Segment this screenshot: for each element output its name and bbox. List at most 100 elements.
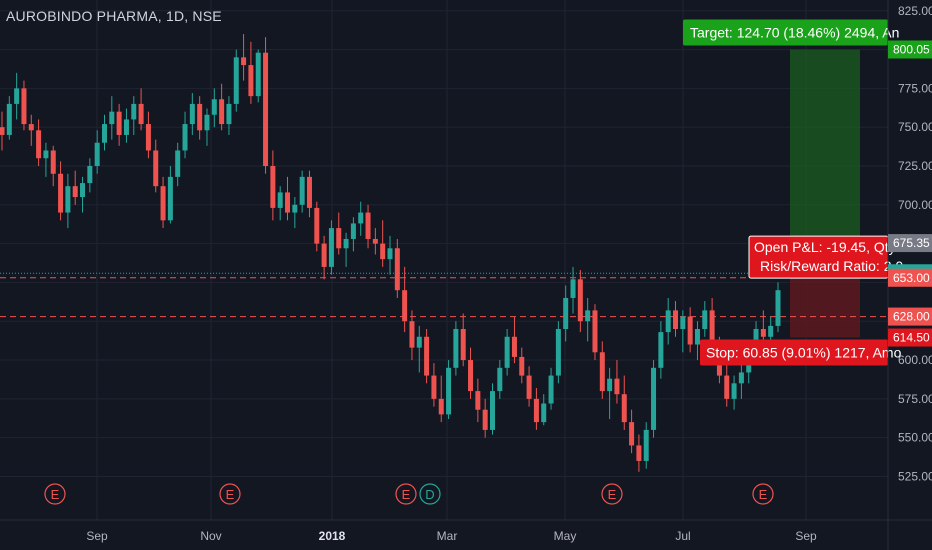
price-tag[interactable]: 614.50: [888, 328, 932, 347]
candle-body: [28, 124, 34, 131]
candle-body: [263, 52, 269, 166]
candle-body: [336, 228, 342, 249]
event-marker[interactable]: E: [601, 483, 623, 505]
event-marker-circle: [395, 483, 417, 505]
candle-body: [270, 166, 276, 208]
target-zone: [790, 49, 860, 244]
event-marker[interactable]: E: [395, 483, 417, 505]
event-marker[interactable]: E: [44, 483, 66, 505]
candle-body: [519, 356, 525, 376]
price-tag[interactable]: 675.35: [888, 234, 932, 253]
candle-body: [0, 127, 5, 135]
candle-body: [43, 150, 49, 159]
candle-body: [687, 316, 693, 345]
target-label-text: Target: 124.70 (18.46%) 2494, An: [690, 24, 899, 40]
candle-body: [153, 150, 159, 187]
candle-body: [621, 394, 627, 423]
candle-body: [424, 336, 430, 376]
candle-body: [123, 119, 129, 135]
candle-body: [328, 228, 334, 267]
candle-body: [321, 243, 327, 267]
target-label: Target: 124.70 (18.46%) 2494, An: [683, 19, 899, 46]
x-tick-label: Mar: [437, 529, 458, 543]
candle-body: [497, 367, 503, 392]
x-tick-label: Sep: [795, 529, 817, 543]
candle-body: [607, 378, 613, 392]
y-tick-label: 775.00: [898, 81, 932, 95]
y-tick-label: 750.00: [898, 120, 932, 134]
candle-body: [306, 176, 312, 208]
candle-body: [80, 183, 86, 198]
pnl-line-1: Open P&L: -19.45, Qty:: [754, 239, 900, 255]
event-marker-label: E: [608, 487, 617, 502]
pnl-label: Open P&L: -19.45, Qty: Risk/Reward Ratio:…: [748, 235, 903, 279]
candle-body: [416, 336, 422, 348]
candle-body: [577, 279, 583, 322]
candle-body: [285, 192, 291, 213]
candle-body: [101, 124, 107, 143]
candle-body: [248, 65, 254, 97]
event-marker[interactable]: D: [419, 483, 441, 505]
candle-body: [702, 310, 708, 329]
price-axis[interactable]: 525.00550.00575.00600.00625.00650.00675.…: [887, 0, 932, 550]
candle-body: [460, 329, 466, 361]
candle-body: [219, 99, 225, 125]
candle-body: [14, 88, 20, 104]
candle-body: [131, 103, 137, 120]
price-tag-box: [888, 40, 932, 59]
price-tag[interactable]: 628.00: [888, 307, 932, 326]
candle-body: [468, 360, 474, 392]
time-axis[interactable]: Sep Nov 2018 Mar May Jul Sep: [0, 519, 932, 543]
candle-body: [438, 398, 444, 415]
event-marker[interactable]: E: [219, 483, 241, 505]
stop-label: Stop: 60.85 (9.01%) 1217, Amo: [700, 339, 902, 366]
event-marker-label: E: [51, 487, 60, 502]
candle-body: [614, 378, 620, 395]
candle-body: [482, 409, 488, 430]
candle-body: [21, 88, 27, 125]
candle-body: [175, 150, 181, 177]
candle-body: [372, 238, 378, 244]
event-marker[interactable]: E: [752, 483, 774, 505]
candle-body: [50, 150, 56, 174]
price-tag-label: 675.35: [893, 236, 930, 250]
candle-body: [6, 103, 12, 135]
price-tag-label: 653.00: [893, 271, 930, 285]
candle-body: [446, 367, 452, 415]
x-tick-label: 2018: [319, 529, 346, 543]
candle-body: [658, 332, 664, 368]
price-tag-box: [888, 307, 932, 326]
candle-body: [394, 248, 400, 291]
price-tag[interactable]: 653.00: [888, 268, 932, 287]
candle-body: [694, 329, 700, 345]
candle-body: [358, 212, 364, 224]
candle-body: [599, 352, 605, 392]
candle-body: [585, 310, 591, 322]
candle-body: [511, 336, 517, 357]
candle-body: [760, 329, 766, 337]
candle-body: [167, 176, 173, 221]
candle-body: [489, 391, 495, 430]
candles: [0, 34, 781, 472]
candle-body: [724, 375, 730, 399]
candle-body: [738, 372, 744, 384]
candle-body: [570, 279, 576, 298]
position-zones: [790, 49, 860, 338]
event-marker-label: E: [226, 487, 235, 502]
event-marker-circle: [601, 483, 623, 505]
candle-body: [775, 290, 781, 326]
price-tag-label: 628.00: [893, 310, 930, 324]
price-tag-label: 614.50: [893, 331, 930, 345]
candle-body: [475, 391, 481, 410]
event-marker-label: D: [425, 487, 434, 502]
x-tick-label: May: [554, 529, 577, 543]
candle-body: [36, 130, 42, 159]
symbol-title: AUROBINDO PHARMA, 1D, NSE: [6, 8, 222, 24]
x-tick-label: Sep: [86, 529, 108, 543]
event-marker-label: E: [759, 487, 768, 502]
event-marker-label: E: [402, 487, 411, 502]
price-tag[interactable]: 800.05: [888, 40, 932, 59]
candle-body: [277, 192, 283, 208]
